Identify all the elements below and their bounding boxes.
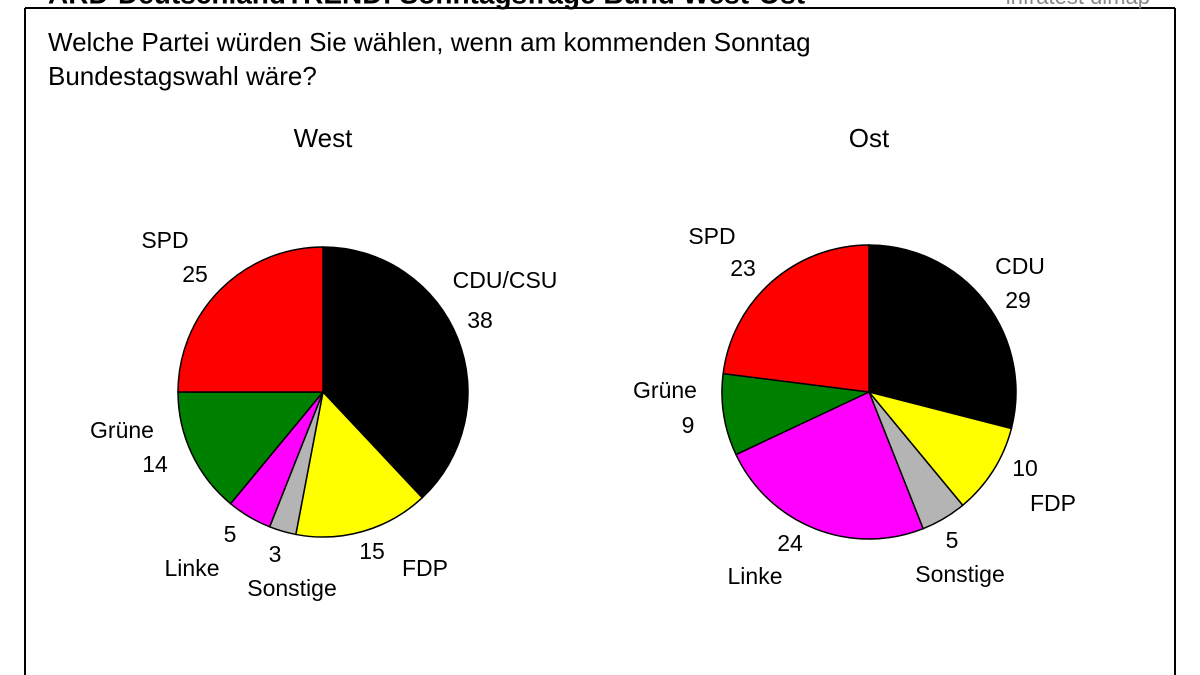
slice-name: Linke (165, 555, 220, 581)
pie-slice (294, 390, 424, 538)
slice-name: Sonstige (915, 561, 1005, 587)
slice-value: 9 (682, 412, 695, 438)
slice-value: 38 (467, 307, 493, 333)
slice-name: SPD (141, 227, 188, 253)
slice-value: 5 (946, 527, 959, 553)
slice-value: 29 (1005, 287, 1031, 313)
subtitle-line: Bundestagswahl wäre? (48, 61, 317, 91)
slice-name: Grüne (90, 417, 154, 443)
pie-slice (177, 391, 325, 505)
pie-slice (721, 372, 872, 456)
chart-title: ARD-DeutschlandTREND: Sonntagsfrage Bund… (48, 0, 805, 9)
slice-name: FDP (1030, 490, 1076, 516)
pie-title: Ost (849, 123, 890, 153)
pie-title: West (294, 123, 354, 153)
pie-slice (868, 244, 1017, 430)
slice-name: CDU (995, 253, 1045, 279)
slice-value: 5 (224, 521, 237, 547)
slice-value: 25 (182, 261, 208, 287)
pie-slice (722, 244, 870, 393)
slice-name: Grüne (633, 377, 697, 403)
source-gap (940, 0, 1170, 7)
slice-value: 14 (142, 451, 168, 477)
slice-name: Linke (728, 563, 783, 589)
slice-name: SPD (688, 223, 735, 249)
slice-name: CDU/CSU (453, 267, 558, 293)
slice-value: 23 (730, 255, 756, 281)
slice-name: Sonstige (247, 575, 337, 601)
pie-slice (322, 246, 469, 499)
slice-value: 10 (1012, 455, 1038, 481)
slice-value: 15 (359, 538, 385, 564)
slice-name: FDP (402, 555, 448, 581)
slice-value: 24 (777, 530, 803, 556)
pie-slice (866, 390, 1013, 507)
source: infratest dimap (1006, 0, 1150, 9)
pie-slice (734, 390, 925, 540)
pie-slice (177, 246, 324, 393)
slice-value: 3 (269, 541, 282, 567)
subtitle-line: Welche Partei würden Sie wählen, wenn am… (48, 27, 811, 57)
